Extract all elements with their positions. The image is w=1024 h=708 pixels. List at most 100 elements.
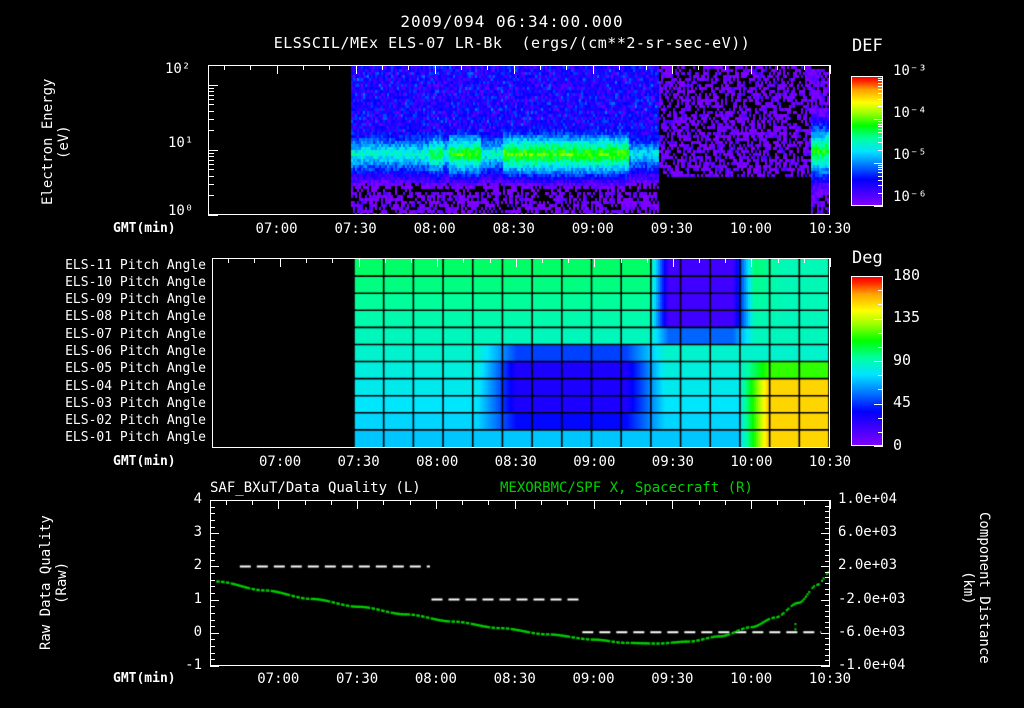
xtick-label-09:30: 09:30 (650, 221, 693, 237)
panel3-ytick-left-minor (210, 500, 215, 501)
xtick-mark (803, 500, 805, 505)
xtick-mark (830, 258, 831, 267)
def-colorbar (851, 76, 883, 206)
xtick-mark (437, 258, 439, 267)
panel1-ytick (208, 183, 214, 185)
xtick-label-07:30: 07:30 (334, 221, 377, 237)
xtick-mark (671, 65, 673, 74)
xtick-label-08:30: 08:30 (492, 221, 535, 237)
plot-datetime-title: 2009/094 06:34:00.000 (400, 12, 624, 31)
panel3-ytick-left-minor (210, 519, 215, 521)
xtick-label-07:00: 07:00 (255, 221, 298, 237)
panel3-ytick-right-0: 1.0e+04 (838, 491, 898, 507)
panel1-ytick (208, 84, 218, 86)
xtick-mark (329, 65, 331, 70)
panel3-ytick-left-minor (210, 533, 215, 535)
panel3-ytick-right-minor (825, 660, 830, 662)
xtick-mark (646, 500, 648, 505)
xtick-label-07:30: 07:30 (336, 671, 379, 687)
panel2-plot-frame (212, 258, 830, 448)
panel3-ytick-right-minor (825, 654, 830, 656)
panel3-ytick-right-minor (825, 566, 830, 568)
xtick-mark (750, 65, 752, 74)
xtick-label-07:30: 07:30 (337, 454, 380, 470)
panel3-ytick-left-minor (210, 586, 215, 588)
xtick-label-08:00: 08:00 (413, 221, 456, 237)
def-cbar-tick (878, 136, 883, 138)
panel2-row-label-11: ELS-11 Pitch Angle (65, 257, 206, 273)
xtick-mark (358, 258, 360, 267)
def-colorbar-tick-1e-5: 10⁻⁵ (893, 147, 927, 163)
data-quality-distance-plot (211, 501, 829, 665)
xtick-mark (330, 500, 332, 505)
panel3-ytick-left-minor (210, 566, 215, 568)
xtick-mark (751, 258, 753, 267)
panel3-ytick-left-minor (210, 646, 215, 648)
xtick-label-08:30: 08:30 (494, 454, 537, 470)
panel1-ytick (208, 118, 214, 120)
panel3-xlabel: GMT(min) (113, 671, 176, 686)
def-cbar-tick (878, 89, 883, 91)
panel3-ytick-left-minor (210, 632, 215, 634)
panel1-xlabel: GMT(min) (113, 221, 176, 236)
xtick-mark (411, 258, 412, 263)
xtick-mark (594, 258, 596, 267)
deg-cbar-tick (878, 389, 883, 391)
panel3-title-right: MEXORBMC/SPF X, Spacecraft (R) (500, 480, 753, 496)
xtick-mark (435, 500, 437, 509)
xtick-mark (225, 500, 227, 505)
xtick-mark (357, 500, 359, 509)
panel1-ytick (208, 104, 214, 106)
def-cbar-tick (878, 126, 883, 128)
deg-colorbar-tick-135: 135 (893, 308, 921, 326)
panel3-ytick-right-minor (825, 577, 830, 579)
xtick-mark (540, 65, 542, 70)
panel3-ytick-left-2: 2 (193, 557, 202, 574)
panel1-ytick (208, 169, 214, 171)
xtick-mark (725, 258, 727, 263)
xtick-mark (306, 258, 308, 263)
panel1-ytick-100: 10² (165, 61, 191, 77)
panel3-ytick-right-minor (825, 616, 830, 618)
panel3-ytick-left-minor (210, 626, 215, 628)
xtick-label-09:30: 09:30 (651, 454, 694, 470)
panel3-ytick-left-0: 0 (193, 623, 202, 640)
deg-cbar-tick (878, 346, 883, 348)
panel3-ytick-left-minor (210, 553, 215, 555)
xtick-mark (567, 500, 569, 505)
panel3-ytick-left-minor (210, 513, 215, 515)
deg-cbar-tick (874, 318, 883, 320)
xtick-mark (646, 258, 648, 263)
deg-cbar-tick (874, 446, 883, 447)
panel3-ytick-left-minor (210, 579, 215, 581)
deg-cbar-tick (878, 431, 883, 433)
deg-cbar-tick (878, 332, 883, 334)
panel3-ytick-left-minor (210, 612, 215, 614)
xtick-mark (355, 65, 357, 74)
def-cbar-tick (878, 98, 883, 100)
def-cbar-tick (878, 179, 883, 181)
panel3-ytick-left-minor (210, 659, 215, 661)
xtick-mark (304, 500, 306, 505)
xtick-mark (620, 258, 622, 263)
xtick-mark (619, 65, 621, 70)
panel3-ytick-right-minor (825, 643, 830, 645)
xtick-label-09:00: 09:00 (573, 454, 616, 470)
panel1-ytick (208, 110, 214, 112)
panel3-ytick-left-minor (210, 619, 215, 621)
panel3-ytick-left-1: 1 (193, 590, 202, 607)
panel3-ytick-right-3: -2.0e+03 (838, 590, 906, 607)
panel3-ylabel-left: Raw Data Quality (Raw) (38, 515, 71, 650)
xtick-mark (698, 65, 700, 70)
def-cbar-tick (878, 185, 883, 187)
def-cbar-tick (874, 119, 883, 121)
deg-cbar-tick (874, 276, 883, 277)
xtick-mark (253, 258, 255, 263)
xtick-label-10:30: 10:30 (808, 221, 852, 237)
xtick-label-07:00: 07:00 (259, 454, 302, 470)
xtick-label-09:30: 09:30 (651, 671, 694, 687)
deg-cbar-tick (878, 375, 883, 377)
def-cbar-tick (878, 132, 883, 134)
panel3-ytick-right-minor (825, 588, 830, 590)
xtick-mark (672, 500, 674, 509)
